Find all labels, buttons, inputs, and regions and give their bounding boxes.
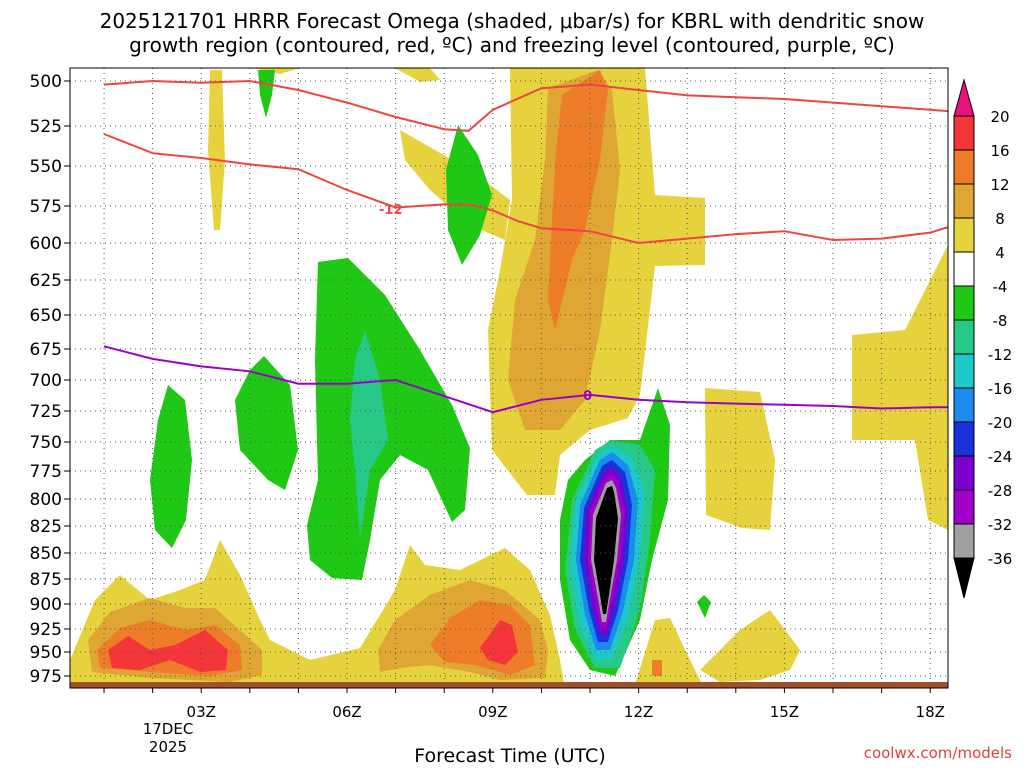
omega-positive-region bbox=[108, 630, 228, 672]
omega-negative-region bbox=[150, 385, 192, 548]
omega-positive-region bbox=[852, 245, 948, 530]
y-axis: 500 525 550 575 600 625 650 675 700 725 750 775 800 8… bbox=[30, 72, 70, 687]
y-tick-label: 675 bbox=[30, 340, 62, 360]
ground-terrain bbox=[70, 682, 948, 688]
omega-positive-region bbox=[480, 620, 518, 665]
colorbar-label: -20 bbox=[988, 414, 1013, 432]
y-tick-label: 600 bbox=[30, 234, 62, 254]
colorbar-swatch bbox=[953, 251, 975, 287]
omega-positive-region bbox=[700, 610, 800, 682]
omega-positive-region bbox=[395, 68, 440, 82]
y-tick-label: 625 bbox=[30, 271, 62, 291]
omega-negative-region bbox=[594, 486, 618, 614]
y-tick-label: 875 bbox=[30, 570, 62, 590]
omega-positive-region bbox=[652, 660, 662, 676]
plot-area: -12 0 bbox=[70, 68, 948, 688]
colorbar-swatch bbox=[953, 523, 975, 559]
contour-lines: -12 0 bbox=[103, 79, 948, 414]
contour-line-freezing-level bbox=[103, 345, 948, 414]
y-tick-label: 575 bbox=[30, 197, 62, 217]
colorbar-swatch bbox=[953, 115, 975, 151]
colorbar-label: 16 bbox=[990, 142, 1009, 160]
omega-negative-region bbox=[235, 356, 298, 490]
x-tick-label: 15Z bbox=[770, 703, 799, 721]
x-tick-label: 12Z bbox=[624, 703, 653, 721]
y-tick-label: 550 bbox=[30, 157, 62, 177]
y-tick-label: 975 bbox=[30, 667, 62, 687]
date-label: 17DEC bbox=[143, 720, 194, 738]
colorbar-label: -12 bbox=[988, 346, 1013, 364]
contour-label-zero: 0 bbox=[583, 389, 592, 404]
colorbar-swatch bbox=[953, 285, 975, 321]
y-tick-label: 925 bbox=[30, 620, 62, 640]
omega-negative-region bbox=[258, 70, 275, 118]
y-tick-label: 950 bbox=[30, 643, 62, 663]
y-tick-label: 850 bbox=[30, 544, 62, 564]
x-tick-label: 18Z bbox=[916, 703, 945, 721]
colorbar-label: 20 bbox=[990, 108, 1009, 126]
colorbar-swatch bbox=[953, 319, 975, 355]
colorbar-swatch bbox=[953, 183, 975, 219]
colorbar-label: -28 bbox=[988, 482, 1013, 500]
y-tick-label: 500 bbox=[30, 72, 62, 92]
colorbar-arrow-top bbox=[953, 78, 975, 117]
colorbar-label: -36 bbox=[988, 550, 1013, 568]
omega-negative-region bbox=[446, 125, 492, 265]
colorbar: 20 16 12 8 4 -4 -8 -12 -16 -20 -24 -28 -32 -36 bbox=[953, 78, 1013, 599]
colorbar-label: -16 bbox=[988, 380, 1013, 398]
x-tick-label: 09Z bbox=[478, 703, 507, 721]
colorbar-label: -8 bbox=[993, 312, 1008, 330]
contour-line-dgz bbox=[103, 79, 948, 132]
omega-positive-region bbox=[705, 388, 775, 530]
colorbar-label: 8 bbox=[995, 210, 1005, 228]
y-tick-label: 525 bbox=[30, 117, 62, 137]
x-tick-label: 06Z bbox=[332, 703, 361, 721]
colorbar-swatch bbox=[953, 421, 975, 457]
omega-positive-region bbox=[548, 70, 608, 330]
omega-negative-region bbox=[697, 595, 711, 618]
plot-frame bbox=[69, 67, 949, 689]
colorbar-swatch bbox=[953, 149, 975, 185]
x-axis-title: Forecast Time (UTC) bbox=[414, 745, 605, 767]
x-tick-label: 03Z bbox=[187, 703, 216, 721]
omega-positive-region bbox=[255, 68, 300, 74]
chart-title-line1: 2025121701 HRRR Forecast Omega (shaded, … bbox=[100, 9, 925, 33]
colorbar-label: -4 bbox=[993, 278, 1008, 296]
colorbar-label: -32 bbox=[988, 516, 1013, 534]
colorbar-swatch bbox=[953, 455, 975, 491]
colorbar-swatch bbox=[953, 353, 975, 389]
year-label: 2025 bbox=[149, 738, 187, 756]
contour-label-minus12: -12 bbox=[379, 203, 403, 218]
x-axis: 03Z 06Z 09Z 12Z 15Z 18Z bbox=[103, 688, 945, 721]
y-tick-label: 725 bbox=[30, 402, 62, 422]
colorbar-swatch bbox=[953, 217, 975, 253]
y-tick-label: 900 bbox=[30, 595, 62, 615]
y-tick-label: 775 bbox=[30, 462, 62, 482]
y-tick-label: 825 bbox=[30, 517, 62, 537]
colorbar-label: -24 bbox=[988, 448, 1013, 466]
colorbar-arrow-bottom bbox=[953, 557, 975, 599]
omega-positive-region bbox=[208, 70, 225, 230]
colorbar-swatch bbox=[953, 489, 975, 525]
colorbar-label: 4 bbox=[995, 244, 1005, 262]
y-tick-label: 650 bbox=[30, 306, 62, 326]
y-tick-label: 750 bbox=[30, 433, 62, 453]
omega-shading bbox=[70, 68, 948, 688]
contour-line-dgz bbox=[103, 133, 948, 245]
grid-lines bbox=[70, 68, 948, 688]
omega-negative-region bbox=[307, 258, 470, 580]
colorbar-label: 12 bbox=[990, 176, 1009, 194]
y-tick-label: 800 bbox=[30, 490, 62, 510]
colorbar-swatch bbox=[953, 387, 975, 423]
y-tick-label: 700 bbox=[30, 371, 62, 391]
chart-title-line2: growth region (contoured, red, ºC) and f… bbox=[129, 33, 895, 57]
watermark: coolwx.com/models bbox=[864, 744, 1012, 762]
